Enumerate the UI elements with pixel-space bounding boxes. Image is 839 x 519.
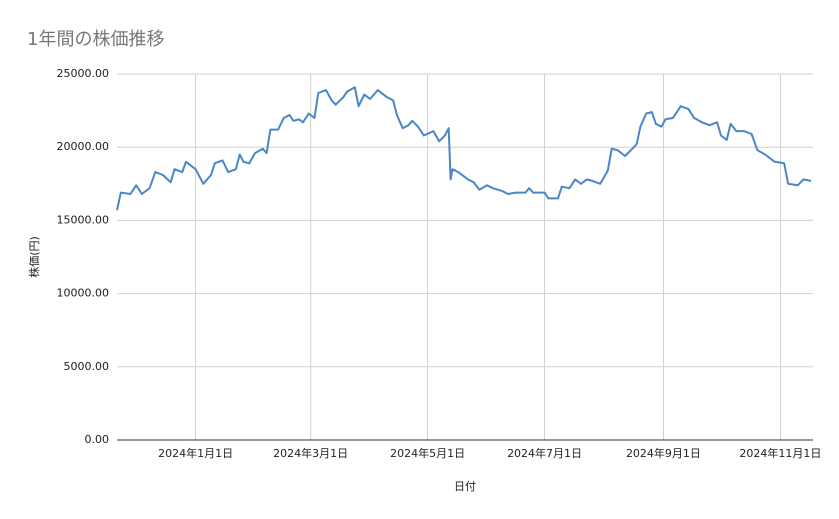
chart-title: 1年間の株価推移 — [27, 29, 164, 50]
x-tick-label: 2024年9月1日 — [626, 446, 701, 460]
x-axis-label: 日付 — [454, 480, 476, 493]
data-line — [116, 86, 812, 211]
x-tick-label: 2024年3月1日 — [273, 446, 348, 460]
y-axis-label: 株価(円) — [27, 236, 41, 278]
y-tick-label: 5000.00 — [64, 360, 110, 373]
y-tick-label: 20000.00 — [57, 140, 110, 153]
x-tick-label: 2024年11月1日 — [739, 446, 821, 460]
x-tick-label: 2024年1月1日 — [158, 446, 233, 460]
y-tick-label: 10000.00 — [57, 287, 110, 300]
x-tick-label: 2024年5月1日 — [390, 446, 465, 460]
y-tick-label: 0.00 — [85, 433, 110, 446]
x-tick-label: 2024年7月1日 — [507, 446, 582, 460]
y-tick-label: 25000.00 — [57, 67, 110, 80]
y-tick-label: 15000.00 — [57, 213, 110, 226]
